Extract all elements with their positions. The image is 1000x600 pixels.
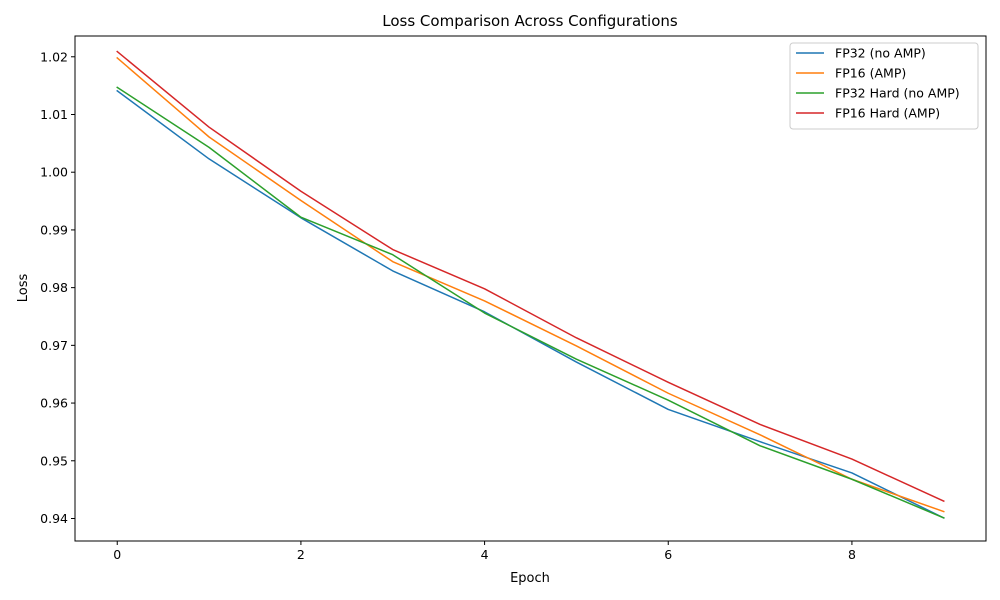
x-tick-label: 2 — [297, 547, 305, 562]
series-line-3 — [116, 86, 945, 519]
x-tick-label: 4 — [481, 547, 489, 562]
series-line-1 — [116, 89, 945, 519]
series-line-2 — [116, 56, 945, 513]
y-tick-label: 0.96 — [40, 396, 68, 411]
y-tick-label: 0.97 — [40, 338, 68, 353]
y-tick-label: 0.94 — [40, 511, 68, 526]
y-tick-label: 1.01 — [40, 107, 68, 122]
plot-area-frame — [74, 35, 987, 542]
x-tick-label: 6 — [664, 547, 672, 562]
x-tick-label: 0 — [113, 547, 121, 562]
chart-title: Loss Comparison Across Configurations — [382, 12, 678, 30]
series-lines — [116, 50, 945, 519]
y-axis-label: Loss — [16, 274, 31, 303]
y-tick-label: 0.95 — [40, 453, 68, 468]
y-tick-label: 1.02 — [40, 49, 68, 64]
legend-box — [789, 42, 979, 130]
x-axis-ticks: 0 2 4 6 8 — [113, 541, 856, 562]
y-axis-ticks: 0.94 0.95 0.96 0.97 0.98 0.99 1.00 1.01 1.02 — [40, 49, 75, 526]
legend-label-2: FP16 (AMP) — [835, 66, 906, 81]
legend-label-1: FP32 (no AMP) — [835, 46, 926, 61]
legend: FP32 (no AMP) FP16 (AMP) FP32 Hard (no AMP… — [789, 42, 979, 130]
series-line-4 — [116, 50, 945, 503]
y-tick-label: 0.98 — [40, 280, 68, 295]
legend-label-3: FP32 Hard (no AMP) — [835, 86, 960, 101]
y-tick-label: 1.00 — [40, 165, 68, 180]
legend-label-4: FP16 Hard (AMP) — [835, 106, 940, 121]
x-tick-label: 8 — [848, 547, 856, 562]
y-tick-label: 0.99 — [40, 222, 68, 237]
x-axis-label: Epoch — [510, 571, 550, 586]
